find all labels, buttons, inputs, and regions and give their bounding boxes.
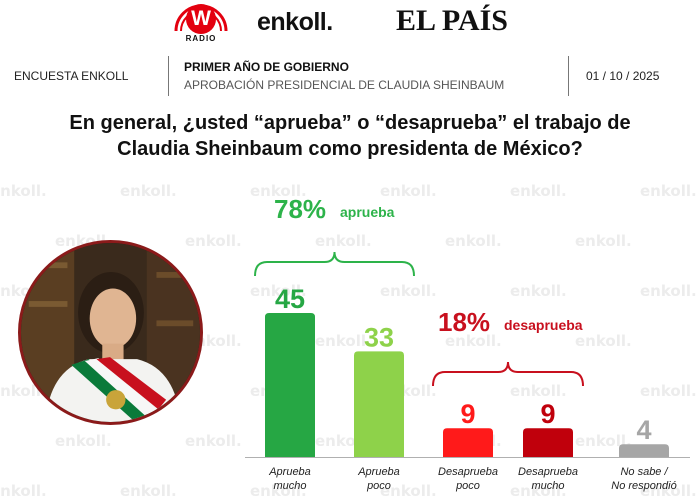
w-radio-text: RADIO bbox=[185, 34, 217, 43]
el-pais-logo: EL PAÍS bbox=[396, 4, 508, 37]
category-label: Desaprueba bbox=[438, 466, 498, 478]
bar-value-label: 9 bbox=[540, 399, 555, 429]
group-label: desaprueba bbox=[504, 317, 583, 333]
bar bbox=[265, 313, 315, 457]
survey-question: En general, ¿usted “aprueba” o “desaprue… bbox=[69, 112, 631, 160]
bar-value-label: 33 bbox=[364, 322, 394, 352]
survey-title: PRIMER AÑO DE GOBIERNO bbox=[184, 60, 349, 74]
header-divider-right bbox=[568, 56, 569, 96]
group-bracket bbox=[254, 251, 415, 277]
category-label: No respondió bbox=[611, 480, 676, 492]
w-letter: W bbox=[186, 4, 216, 34]
category-label: poco bbox=[455, 480, 480, 492]
survey-date: 01 / 10 / 2025 bbox=[586, 69, 660, 83]
survey-source: ENCUESTA ENKOLL bbox=[14, 69, 129, 83]
group-bracket bbox=[432, 361, 584, 387]
bar bbox=[523, 428, 573, 457]
category-label: Aprueba bbox=[268, 466, 311, 478]
category-label: mucho bbox=[531, 480, 564, 492]
category-label: Aprueba bbox=[357, 466, 400, 478]
bar bbox=[619, 444, 669, 457]
portrait-photo-icon bbox=[21, 243, 200, 422]
group-percentage: 78% bbox=[274, 194, 326, 224]
logo-bar: W RADIO enkoll. EL PAÍS bbox=[0, 0, 700, 44]
president-portrait bbox=[18, 240, 203, 425]
survey-header: ENCUESTA ENKOLL PRIMER AÑO DE GOBIERNO A… bbox=[0, 52, 700, 98]
category-label: No sabe / bbox=[620, 466, 668, 478]
bar bbox=[443, 428, 493, 457]
group-label: aprueba bbox=[340, 204, 395, 220]
category-label: Desaprueba bbox=[518, 466, 578, 478]
bar-value-label: 9 bbox=[460, 399, 475, 429]
header-divider-left bbox=[168, 56, 169, 96]
group-percentage: 18% bbox=[438, 307, 490, 337]
category-label: poco bbox=[366, 480, 391, 492]
w-radio-logo: W RADIO bbox=[170, 3, 232, 43]
enkoll-logo: enkoll. bbox=[257, 8, 333, 36]
bar bbox=[354, 351, 404, 457]
bar-value-label: 45 bbox=[275, 284, 305, 314]
bar-value-label: 4 bbox=[636, 415, 651, 445]
category-label: mucho bbox=[273, 480, 306, 492]
survey-subtitle: APROBACIÓN PRESIDENCIAL DE CLAUDIA SHEIN… bbox=[184, 78, 505, 92]
